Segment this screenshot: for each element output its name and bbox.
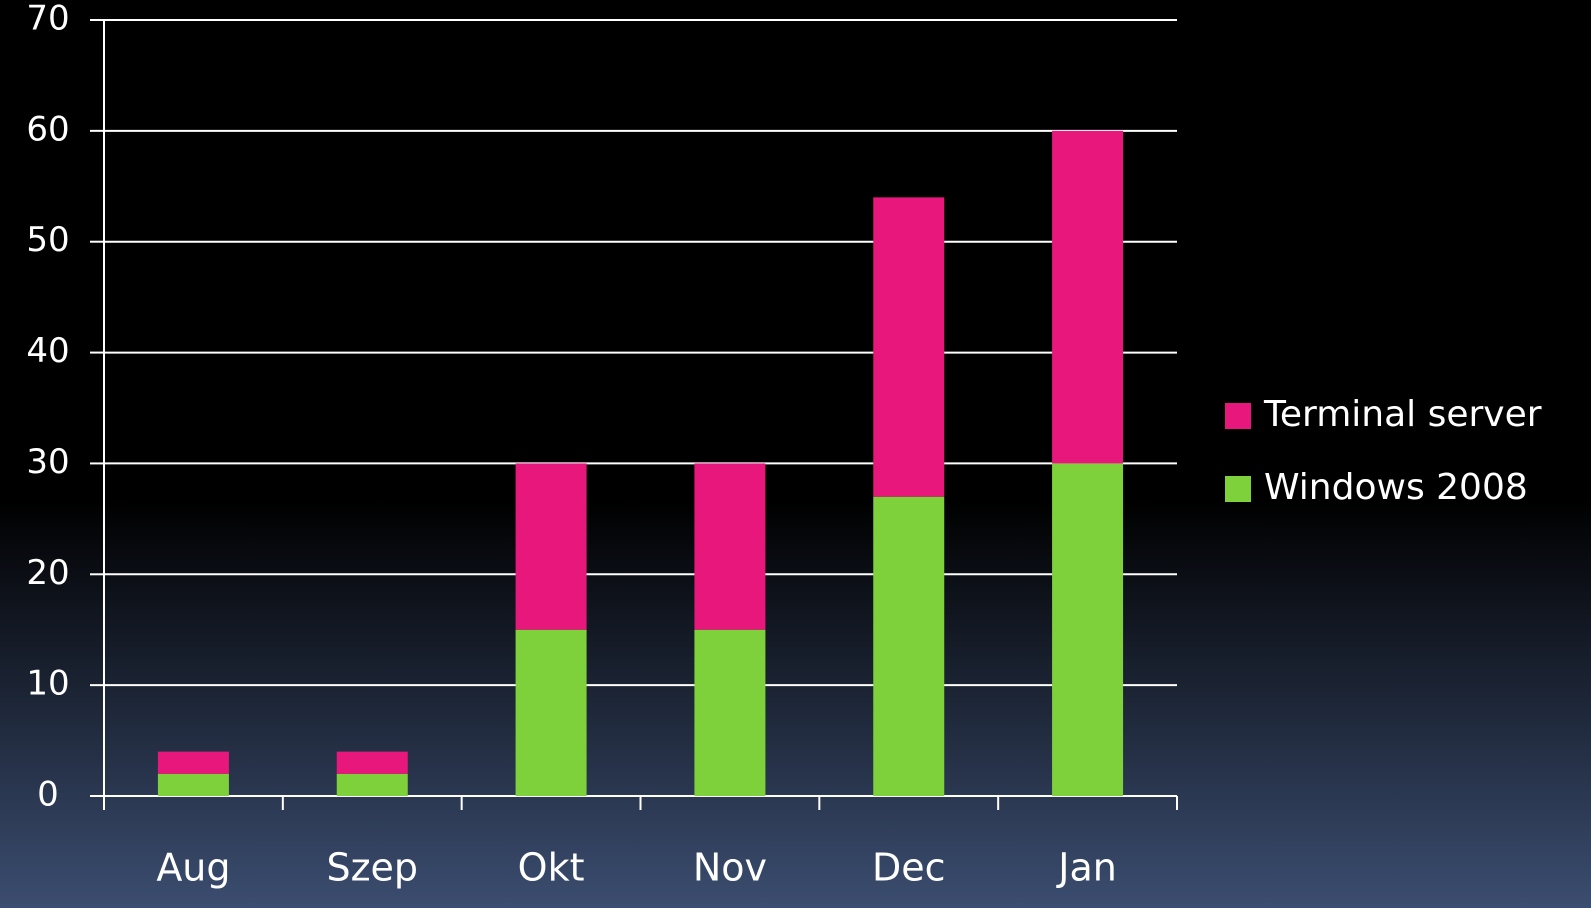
y-tick-label: 20 (26, 553, 69, 593)
x-tick-label: Okt (518, 846, 585, 890)
y-tick-label: 60 (26, 109, 69, 149)
y-tick-label: 50 (26, 220, 69, 260)
bar-segment (694, 463, 766, 630)
legend-label: Windows 2008 (1264, 467, 1528, 508)
legend-swatch (1225, 403, 1251, 429)
x-tick-label: Aug (156, 846, 230, 890)
y-tick-label: 70 (26, 0, 69, 39)
y-tick-label: 40 (26, 331, 69, 371)
legend-swatch (1225, 476, 1251, 502)
bar-segment (1052, 130, 1124, 464)
bar-segment (336, 751, 408, 774)
bar-segment (873, 197, 945, 497)
bar-segment (694, 629, 766, 796)
x-tick-label: Szep (326, 846, 418, 890)
x-tick-label: Jan (1056, 846, 1117, 890)
bar-segment (873, 496, 945, 796)
bar-segment (157, 751, 229, 774)
y-tick-label: 0 (37, 775, 59, 815)
bar-segment (515, 629, 587, 796)
y-tick-label: 10 (26, 664, 69, 704)
bar-segment (515, 463, 587, 630)
x-tick-label: Nov (693, 846, 767, 890)
bar-segment (1052, 463, 1124, 796)
bar-segment (157, 773, 229, 796)
x-tick-label: Dec (872, 846, 946, 890)
bar-segment (336, 773, 408, 796)
y-tick-label: 30 (26, 442, 69, 482)
legend-label: Terminal server (1263, 394, 1542, 435)
